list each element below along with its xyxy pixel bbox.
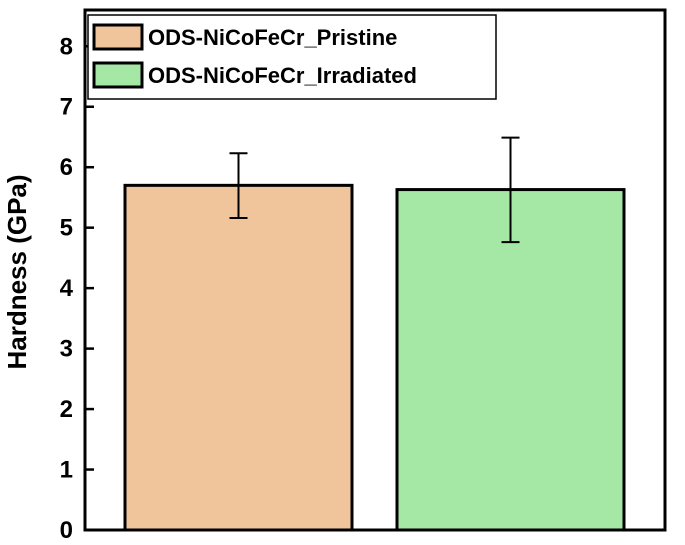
legend: ODS-NiCoFeCr_Pristine ODS-NiCoFeCr_Irrad… [87,14,497,100]
bar-irradiated [395,188,626,532]
y-tick-label: 2 [60,396,73,423]
y-tick-label: 1 [60,457,73,484]
y-tick-label: 5 [60,215,73,242]
legend-label-pristine: ODS-NiCoFeCr_Pristine [148,25,397,50]
plot-frame [83,8,667,532]
legend-box [87,14,497,100]
legend-label-irradiated: ODS-NiCoFeCr_Irradiated [148,63,417,88]
bars-layer [123,183,626,532]
y-tick-label: 7 [60,94,73,121]
error-bar-pristine [229,152,248,219]
y-axis-title: Hardness (GPa) [2,174,32,369]
y-tick-label: 3 [60,336,73,363]
legend-swatch-pristine [92,23,144,51]
y-tick-label: 4 [60,275,74,302]
legend-swatch-irradiated [92,61,144,89]
error-bars-layer [229,136,520,244]
error-bar-irradiated [501,136,520,244]
bar-pristine [123,183,354,532]
y-tick-label: 6 [60,154,73,181]
y-axis-ticks: 0 1 2 3 4 5 6 7 8 [60,33,94,544]
y-tick-label: 0 [60,517,73,544]
y-tick-label: 8 [60,33,73,60]
